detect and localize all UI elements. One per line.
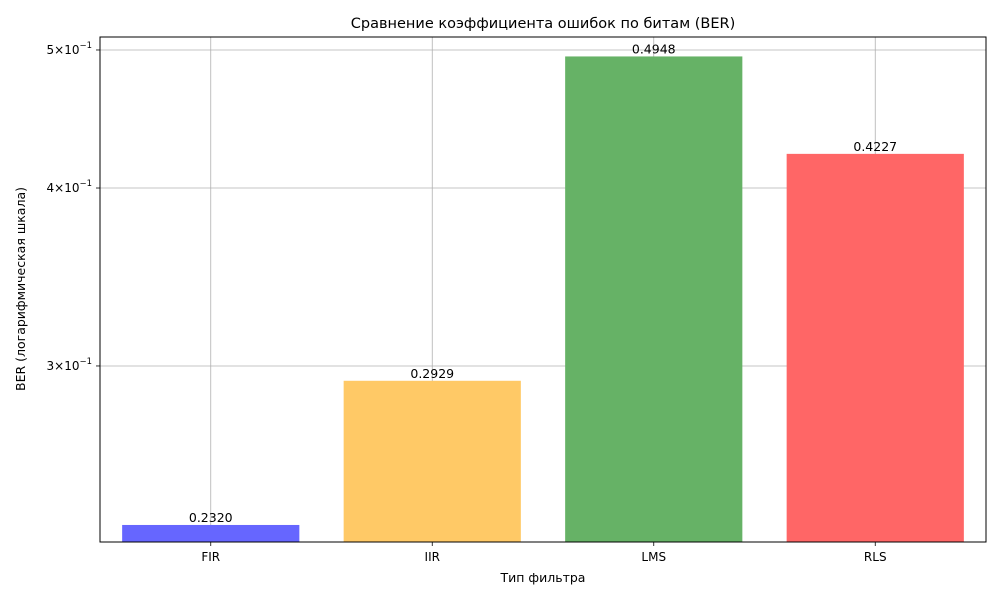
chart-title: Сравнение коэффициента ошибок по битам (… xyxy=(351,16,735,32)
x-tick-label: LMS xyxy=(641,550,666,564)
y-tick-exponent: −1 xyxy=(79,357,92,367)
x-tick-label: RLS xyxy=(864,550,887,564)
y-tick-label: 3×10−1 xyxy=(47,357,93,373)
y-tick-times-ten: ×10 xyxy=(54,359,79,373)
y-tick-mantissa: 3 xyxy=(47,359,55,373)
y-tick-label: 5×10−1 xyxy=(47,41,93,57)
x-tick-label: FIR xyxy=(201,550,220,564)
bar-fir xyxy=(122,524,300,542)
y-tick-exponent: −1 xyxy=(79,41,92,51)
bar-value-label: 0.2929 xyxy=(410,366,454,381)
plot-frame xyxy=(99,36,987,543)
y-tick-times-ten: ×10 xyxy=(54,181,79,195)
bar-value-label: 0.2320 xyxy=(189,510,233,525)
y-tick-times-ten: ×10 xyxy=(54,43,79,57)
x-tick-label: IIR xyxy=(425,550,440,564)
bar-value-label: 0.4948 xyxy=(632,41,676,56)
x-axis-label: Тип фильтра xyxy=(500,570,586,585)
y-tick-mantissa: 4 xyxy=(47,181,55,195)
y-axis-label: BER (логарифмическая шкала) xyxy=(13,187,28,391)
bar-lms xyxy=(565,56,743,543)
bar-value-label: 0.4227 xyxy=(853,139,897,154)
bars xyxy=(122,56,964,543)
y-tick-label: 4×10−1 xyxy=(47,179,93,195)
y-tick-mantissa: 5 xyxy=(47,43,55,57)
bar-value-labels: 0.2320 0.2929 0.4948 0.4227 xyxy=(189,41,897,525)
bar-iir xyxy=(343,380,521,542)
bar-rls xyxy=(786,153,964,542)
y-tick-exponent: −1 xyxy=(79,179,92,189)
